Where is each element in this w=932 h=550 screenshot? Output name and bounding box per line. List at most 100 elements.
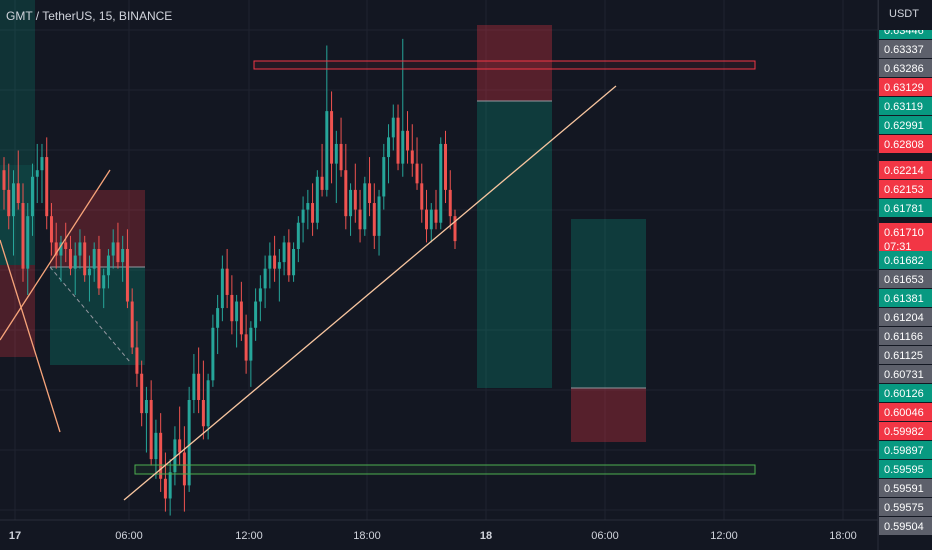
- time-tick-label: 18:00: [829, 530, 857, 542]
- price-label: 0.60731: [884, 369, 924, 381]
- price-label-box: [879, 441, 932, 459]
- price-label: 0.61204: [884, 312, 924, 324]
- price-label-box: [879, 403, 932, 421]
- price-label: 0.61710: [884, 227, 924, 239]
- candle-body: [73, 255, 77, 269]
- candle-body: [254, 301, 258, 328]
- price-label: 0.61781: [884, 203, 924, 215]
- price-label-box: [879, 40, 932, 58]
- position-loss-zone[interactable]: [0, 265, 35, 357]
- position-profit-zone[interactable]: [571, 219, 646, 388]
- price-label-box: [879, 135, 932, 153]
- ascending-trendline[interactable]: [123, 85, 617, 501]
- price-label: 0.59595: [884, 464, 924, 476]
- price-label: 0.60046: [884, 407, 924, 419]
- candle-body: [154, 432, 158, 460]
- candle-body: [368, 183, 372, 204]
- candle-body: [116, 242, 120, 263]
- candle-body: [16, 183, 20, 204]
- candle-body: [35, 170, 39, 177]
- time-tick-label: 18:00: [353, 530, 381, 542]
- candle-body: [387, 137, 391, 158]
- candle-body: [216, 308, 220, 328]
- candle-body: [410, 150, 414, 164]
- price-label: 0.62991: [884, 120, 924, 132]
- candle-body: [401, 130, 405, 164]
- candle-body: [102, 275, 106, 289]
- price-label-box: [879, 365, 932, 383]
- overlay-lines[interactable]: [0, 60, 756, 501]
- candle-body: [30, 176, 34, 217]
- candle-body: [130, 301, 134, 348]
- candle-body: [83, 242, 87, 276]
- trendline[interactable]: [0, 169, 111, 341]
- countdown-label: 07:31: [884, 241, 912, 253]
- price-label: 0.63119: [884, 101, 923, 113]
- price-label: 0.62214: [884, 165, 924, 177]
- candle-body: [135, 347, 139, 374]
- price-label: 0.63129: [884, 82, 924, 94]
- price-label-box: [879, 384, 932, 402]
- price-label-box: [879, 223, 932, 255]
- candle-body: [249, 327, 253, 361]
- candle-body: [125, 248, 129, 302]
- candle-body: [220, 268, 224, 309]
- candle-body: [434, 209, 438, 223]
- candle-body: [87, 268, 91, 276]
- time-axis[interactable]: 17 06:00 12:00 18:00 18 06:00 12:00 18:00: [0, 519, 878, 550]
- candle-body: [448, 189, 452, 217]
- price-label-box: [879, 161, 932, 179]
- candle-body: [277, 262, 281, 269]
- position-profit-zone[interactable]: [477, 101, 552, 388]
- price-label-box: [879, 180, 932, 198]
- candle-body: [197, 373, 201, 400]
- candle-body: [140, 373, 144, 414]
- price-label: 0.61381: [884, 293, 924, 305]
- candle-body: [230, 294, 234, 322]
- candle-body: [406, 130, 410, 151]
- candle-body: [415, 163, 419, 184]
- candle-body: [211, 327, 215, 381]
- candle-body: [391, 117, 395, 138]
- candle-body: [268, 255, 272, 269]
- trendline[interactable]: [0, 239, 61, 433]
- price-label-box: [879, 59, 932, 77]
- candle-body: [444, 143, 448, 190]
- candle-body: [225, 268, 229, 295]
- candle-body: [382, 157, 386, 197]
- candle-body: [173, 439, 177, 473]
- price-label: 0.61682: [884, 255, 924, 267]
- price-label: 0.61125: [884, 350, 923, 362]
- support-rectangle[interactable]: [134, 464, 756, 475]
- candle-body: [121, 248, 125, 263]
- candle-body: [325, 111, 329, 190]
- price-label-box: [879, 422, 932, 440]
- price-label: 0.59504: [884, 521, 924, 533]
- candle-body: [201, 400, 205, 427]
- position-profit-zone[interactable]: [0, 0, 35, 165]
- price-label: 0.59897: [884, 445, 924, 457]
- candle-body: [40, 157, 44, 171]
- resistance-rectangle[interactable]: [253, 60, 756, 70]
- candle-body: [258, 288, 262, 302]
- candle-body: [54, 242, 58, 256]
- position-loss-zone[interactable]: [571, 388, 646, 442]
- price-label: 0.62808: [884, 139, 924, 151]
- price-label: 0.61166: [884, 331, 923, 343]
- currency-label: USDT: [889, 8, 919, 20]
- candle-body: [420, 183, 424, 210]
- candle-body: [45, 157, 49, 217]
- candle-body: [377, 196, 381, 236]
- candle-body: [311, 203, 315, 223]
- price-label-box: [879, 460, 932, 478]
- candle-body: [334, 143, 338, 164]
- candle-body: [330, 111, 334, 164]
- position-loss-zone[interactable]: [477, 25, 552, 101]
- candle-body: [320, 176, 324, 190]
- candle-body: [144, 400, 148, 414]
- price-axis[interactable]: 0.634460.633370.632860.631290.631190.629…: [877, 0, 932, 550]
- price-label: 0.61653: [884, 274, 924, 286]
- price-label-box: [879, 251, 932, 269]
- candle-body: [244, 334, 248, 361]
